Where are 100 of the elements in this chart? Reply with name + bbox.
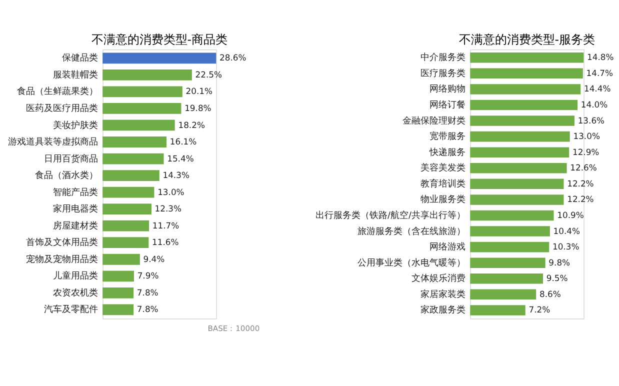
data-label: 7.2% [528, 304, 550, 315]
data-label: 14.7% [586, 68, 613, 78]
y-tick-label: 快递服务 [428, 146, 466, 158]
bar [470, 100, 578, 110]
data-label: 14.3% [162, 170, 190, 180]
bar [470, 163, 567, 174]
y-tick-label: 保健品类 [62, 52, 98, 64]
y-tick-label: 网络游戏 [430, 242, 466, 253]
bar [102, 270, 134, 282]
bar [470, 242, 550, 252]
data-label: 9.8% [548, 257, 570, 268]
data-label: 12.3% [154, 204, 182, 214]
bar [102, 237, 149, 248]
y-tick-label: 宽带服务 [430, 131, 466, 142]
y-tick-label: 游戏道具装等虚拟商品 [8, 136, 98, 148]
data-label: 10.4% [553, 226, 580, 236]
bar [102, 136, 167, 148]
y-tick-label: 宠物及宠物用品类 [26, 254, 98, 265]
bar [102, 287, 134, 298]
data-label: 10.3% [552, 242, 580, 252]
y-tick-label: 出行服务类（铁路/航空/共享出行等） [316, 210, 466, 222]
y-tick-label: 家居家装类 [420, 288, 466, 300]
y-tick-label: 汽车及零配件 [44, 304, 98, 316]
bar [470, 131, 570, 142]
bar [102, 254, 140, 265]
y-tick-label: 中介服务类 [420, 52, 466, 64]
bar [470, 52, 584, 63]
y-tick-label: 首饰及文体用品类 [26, 237, 98, 248]
bar [102, 52, 216, 64]
data-label: 7.9% [137, 270, 159, 281]
bar [102, 220, 150, 232]
bar [102, 103, 182, 114]
data-label: 18.2% [178, 120, 205, 130]
data-label: 28.6% [220, 52, 246, 63]
data-label: 11.6% [152, 237, 179, 248]
y-tick-label: 教育培训类 [420, 178, 466, 190]
bar [102, 204, 152, 215]
data-label: 10.9% [557, 210, 584, 220]
bar [470, 305, 526, 316]
y-tick-label: 房屋建材类 [52, 220, 98, 232]
data-label: 14.4% [584, 84, 611, 94]
data-label: 16.1% [170, 136, 197, 147]
y-tick-label: 医疗服务类 [420, 68, 466, 79]
bar [470, 116, 574, 126]
data-label: 12.9% [572, 146, 600, 157]
bar [470, 258, 546, 268]
data-label: 7.8% [136, 287, 158, 298]
data-label: 8.6% [539, 288, 561, 299]
y-tick-label: 食品（生鲜蔬果类） [16, 86, 98, 98]
y-tick-label: 家政服务类 [420, 304, 466, 316]
data-label: 12.2% [567, 178, 594, 188]
chart-title: 不满意的消费类型-商品类 [91, 32, 228, 46]
y-tick-label: 服装鞋帽类 [52, 69, 98, 80]
y-tick-label: 医药及医疗用品类 [26, 102, 98, 114]
y-tick-label: 美容美发类 [420, 162, 466, 174]
chart-title: 不满意的消费类型-服务类 [458, 32, 596, 46]
y-tick-label: 智能产品类 [52, 186, 98, 198]
data-label: 11.7% [152, 220, 180, 230]
bar [470, 178, 564, 190]
y-tick-label: 金融保险理财类 [402, 115, 466, 126]
data-label: 13.6% [578, 115, 605, 126]
bar [102, 186, 154, 198]
y-tick-label: 食品（酒水类） [34, 170, 98, 182]
data-label: 12.2% [567, 194, 594, 204]
y-tick-label: 文体娱乐消费 [412, 273, 466, 284]
bar [102, 170, 160, 181]
y-tick-label: 家用电器类 [52, 204, 98, 215]
y-tick-label: 旅游服务类（含在线旅游） [358, 226, 466, 237]
bar [470, 226, 550, 236]
data-label: 9.4% [143, 254, 165, 264]
bar [102, 304, 134, 316]
data-label: 12.6% [570, 162, 597, 173]
data-label: 19.8% [184, 102, 212, 113]
data-label: 13.0% [573, 131, 600, 142]
bar [102, 153, 164, 164]
data-label: 7.8% [136, 304, 158, 314]
bar [102, 69, 192, 80]
bar [470, 68, 583, 79]
y-tick-label: 网络购物 [430, 84, 466, 95]
bar [470, 289, 536, 300]
bar [102, 120, 175, 131]
bar [102, 86, 182, 98]
data-label: 22.5% [195, 69, 222, 80]
y-tick-label: 网络订餐 [430, 100, 466, 111]
bar [470, 147, 570, 158]
y-tick-label: 日用百货商品 [44, 153, 98, 164]
y-tick-label: 物业服务类 [420, 194, 466, 206]
bar [470, 210, 554, 221]
y-tick-label: 美妆护肤类 [52, 120, 98, 131]
y-tick-label: 儿童用品类 [52, 270, 98, 282]
data-label: 14.8% [587, 52, 614, 62]
data-label: 20.1% [186, 86, 212, 96]
data-label: 9.5% [546, 273, 568, 284]
bar [470, 84, 581, 94]
bar [470, 194, 564, 205]
data-label: 15.4% [167, 153, 194, 164]
data-label: 13.0% [158, 186, 184, 197]
data-label: 14.0% [580, 100, 608, 110]
y-tick-label: 公用事业类（水电气暖等） [358, 257, 466, 268]
bar [470, 274, 544, 284]
